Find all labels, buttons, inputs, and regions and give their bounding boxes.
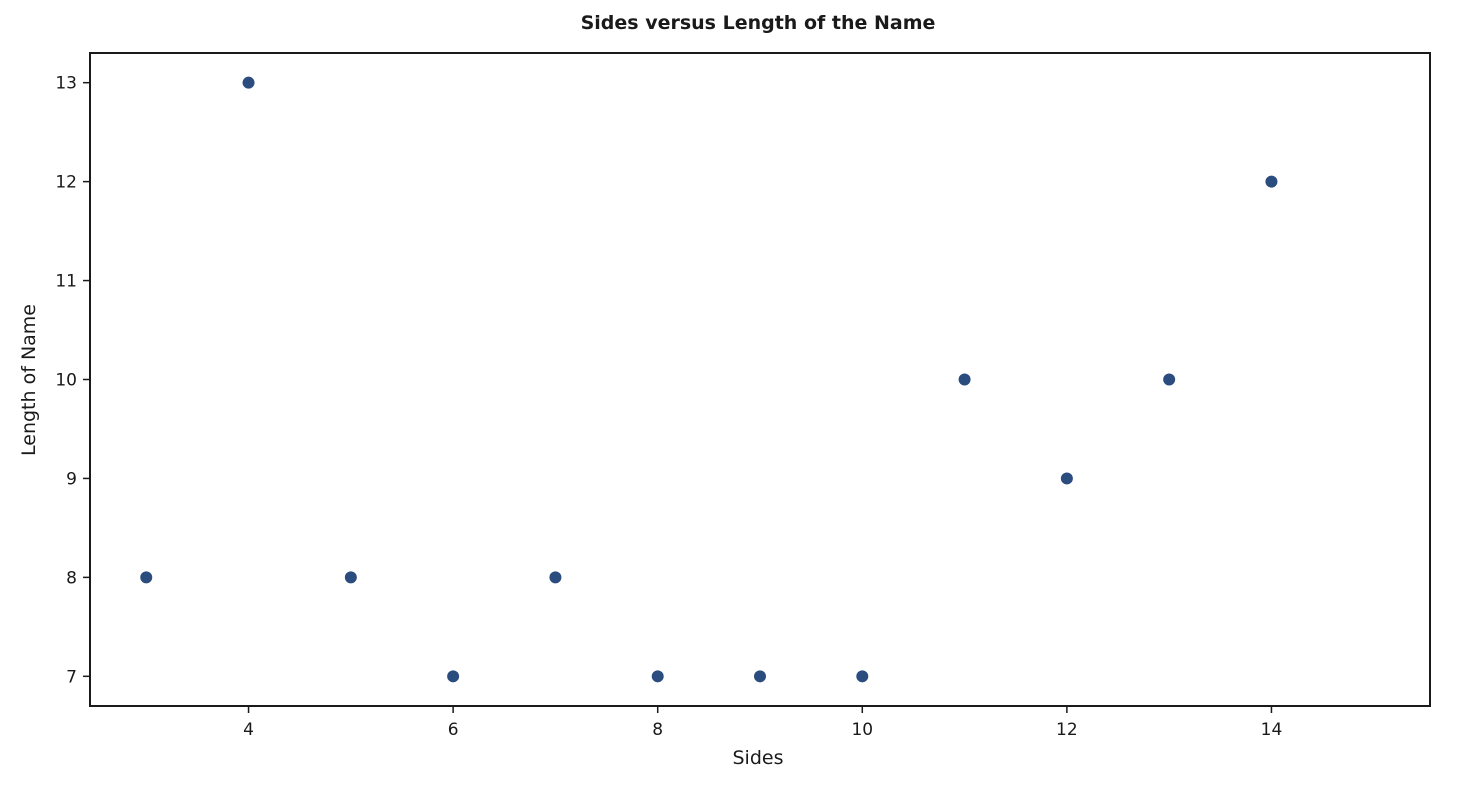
data-point [1265,175,1278,188]
x-axis-label: Sides [733,747,784,769]
y-tick-label: 8 [66,568,77,588]
y-tick-label: 12 [55,173,77,193]
data-point [549,571,562,584]
x-tick-label: 4 [243,720,254,740]
x-axis-ticks: 4 6 8 10 12 14 [243,706,1282,740]
plot-area-frame [89,52,1431,707]
data-point [140,571,153,584]
y-axis-ticks: 7 8 9 10 11 12 13 [55,74,90,687]
data-point [856,670,869,683]
data-point [242,76,255,89]
x-tick-label: 6 [448,720,459,740]
y-tick-label: 9 [66,469,77,489]
data-point [1163,373,1176,386]
data-point [1060,472,1073,485]
y-tick-label: 10 [55,371,77,391]
data-points [140,76,1278,683]
data-point [344,571,357,584]
y-axis-label: Length of Name [18,304,40,456]
x-tick-label: 12 [1056,720,1078,740]
data-point [754,670,766,683]
x-tick-label: 14 [1261,720,1283,740]
data-point [958,373,971,386]
data-point [447,670,460,683]
x-tick-label: 10 [851,720,873,740]
chart-title: Sides versus Length of the Name [581,12,936,34]
data-point [651,670,664,683]
y-tick-label: 11 [55,272,77,292]
y-tick-label: 7 [66,667,77,687]
x-tick-label: 8 [652,720,663,740]
y-tick-label: 13 [55,74,77,94]
